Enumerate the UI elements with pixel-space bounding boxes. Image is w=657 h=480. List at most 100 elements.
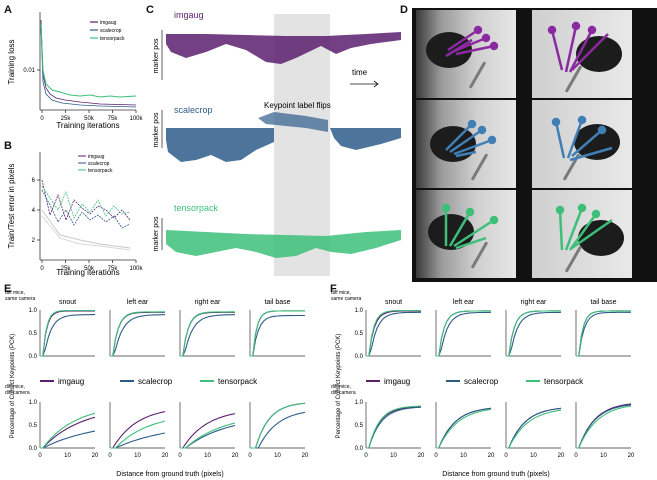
pck-curve-imgaug <box>576 310 631 357</box>
pck-ytick: 0.0 <box>355 446 364 452</box>
panel-a-ytick: 0.01 <box>23 68 35 74</box>
pck-xtick: 20 <box>232 453 239 459</box>
legend-imgaug: imgaug <box>384 377 410 386</box>
panel-a-line-tensorpack <box>40 23 137 98</box>
panel-letter-e: E <box>4 283 12 295</box>
pck-xtick: 0 <box>178 453 182 459</box>
pck-curve-imgaug <box>576 403 632 449</box>
panel-d-grid <box>412 8 657 282</box>
panel-a-legend-tensorpack: tensorpack <box>100 36 125 42</box>
pck-curve-tensorpack <box>576 310 631 357</box>
legend-imgaug: imgaug <box>58 377 84 386</box>
pck-curve-scalecrop <box>110 314 165 357</box>
pck-curve-tensorpack <box>40 309 95 357</box>
xtick-label: 75k <box>108 266 119 272</box>
mouse-frame-scalecrop-1 <box>416 100 516 188</box>
pck-xtick: 10 <box>600 453 607 459</box>
pck-curve-tensorpack <box>436 310 491 357</box>
pck-curve-tensorpack <box>40 412 96 449</box>
pck-xtick: 10 <box>274 453 281 459</box>
ytick-label: 4 <box>32 208 36 214</box>
pck-curve-imgaug <box>506 407 562 449</box>
pck-curve-imgaug <box>110 411 166 449</box>
pck-xtick: 10 <box>460 453 467 459</box>
panel-a-ylabel: Training loss <box>7 39 16 84</box>
pck-xlabel: Distance from ground truth (pixels) <box>442 471 549 478</box>
pck-subtitle: right ear <box>195 299 221 306</box>
pck-curve-imgaug <box>506 310 561 357</box>
trace-scalecrop-right <box>330 128 401 150</box>
pck-curve-tensorpack <box>180 422 236 449</box>
pck-curve-tensorpack <box>110 420 166 449</box>
xtick-label: 25k <box>61 266 72 272</box>
pck-curve-imgaug <box>40 310 95 357</box>
trace-tensorpack <box>166 230 401 258</box>
pck-xtick: 20 <box>628 453 635 459</box>
pck-curve-imgaug <box>436 407 492 449</box>
pck-subtitle: left ear <box>453 299 475 306</box>
pck-xtick: 10 <box>64 453 71 459</box>
panel-letter-a: A <box>4 4 12 16</box>
pck-curve-tensorpack <box>506 310 561 357</box>
pck-xtick: 0 <box>38 453 42 459</box>
panel-c-title-tensorpack: tensorpack <box>174 203 219 213</box>
pck-curve-scalecrop <box>436 311 492 357</box>
pck-xtick: 10 <box>134 453 141 459</box>
pck-curve-imgaug <box>366 406 422 449</box>
pck-ytick: 0.5 <box>355 331 364 337</box>
xtick-label: 100k <box>129 266 143 272</box>
row1-label-a: diff mice, <box>5 290 25 296</box>
panel-a-line-scalecrop <box>40 27 137 108</box>
pck-ytick: 1.0 <box>29 308 38 314</box>
panel-a-line-imgaug <box>40 19 137 106</box>
panel-c-ylabel-1: marker pos <box>153 38 160 74</box>
panel-c-title-scalecrop: scalecrop <box>174 105 213 115</box>
ytick-label: 2 <box>32 238 36 244</box>
panel-a-legend-scalecrop: scalecrop <box>100 28 122 34</box>
pck-ytick: 0.0 <box>355 354 364 360</box>
pck-ytick: 1.0 <box>355 308 364 314</box>
mouse-frame-tensorpack-1 <box>416 190 516 278</box>
xtick-label: 100k <box>129 116 143 122</box>
panel-letter-d: D <box>400 4 408 16</box>
pck-ytick: 0.0 <box>29 354 38 360</box>
pck-curve-tensorpack <box>506 409 562 449</box>
pck-curve-scalecrop <box>180 314 235 357</box>
pck-xtick: 0 <box>434 453 438 459</box>
pck-ytick: 0.5 <box>29 331 38 337</box>
pck-xtick: 10 <box>530 453 537 459</box>
mouse-frame-scalecrop-2 <box>532 100 632 188</box>
row2-label-b: diff camera <box>331 390 356 396</box>
pck-curve-scalecrop <box>506 407 562 449</box>
pck-ytick: 0.5 <box>355 423 364 429</box>
row1-label-b: same camera <box>5 296 36 302</box>
panel-a-xlabel: Training iterations <box>56 121 119 130</box>
pck-subtitle: left ear <box>127 299 149 306</box>
row1-label-b: same camera <box>331 296 362 302</box>
pck-subtitle: snout <box>59 299 76 306</box>
panel-letter-c: C <box>146 4 154 16</box>
pck-xtick: 0 <box>364 453 368 459</box>
pck-xtick: 20 <box>302 453 309 459</box>
pck-xtick: 0 <box>574 453 578 459</box>
pck-xtick: 20 <box>418 453 425 459</box>
pck-curve-scalecrop <box>366 406 422 449</box>
pck-curve-imgaug <box>250 310 305 357</box>
row2-label-b: diff camera <box>5 390 30 396</box>
flip-label: Keypoint label flips <box>264 101 331 110</box>
pck-curve-scalecrop <box>250 411 306 449</box>
ytick-label: 6 <box>32 178 36 184</box>
pck-curve-scalecrop <box>576 404 632 449</box>
pck-curve-tensorpack <box>366 405 422 449</box>
pck-xtick: 20 <box>558 453 565 459</box>
panel-b-ylabel: Train/Test error in pixels <box>7 163 16 248</box>
legend-scalecrop: scalecrop <box>138 377 173 386</box>
panel-b-chart: 2 4 6 Train/Test error in pixels 0 25k 50k 75… <box>7 152 144 277</box>
panel-b-xlabel: Training iterations <box>56 268 119 277</box>
pck-ylabel: Percentage of Correct Keypoints (PCK) <box>10 334 16 439</box>
row2-label-a: diff mice, <box>331 384 351 390</box>
pck-xtick: 20 <box>92 453 99 459</box>
pck-ytick: 0.0 <box>29 446 38 452</box>
legend-tensorpack: tensorpack <box>544 377 584 386</box>
pck-curve-scalecrop <box>110 432 166 449</box>
